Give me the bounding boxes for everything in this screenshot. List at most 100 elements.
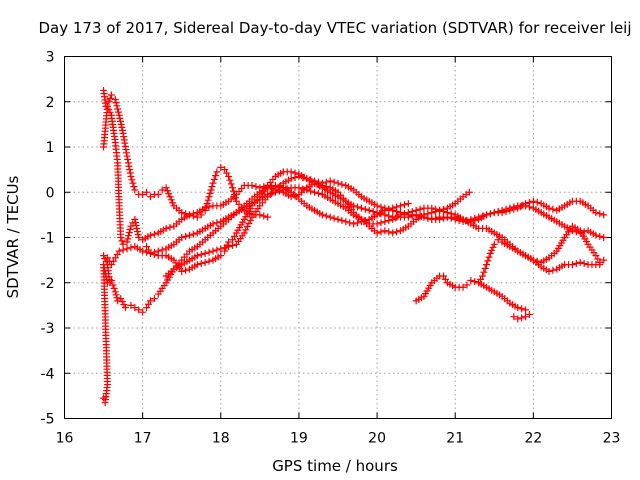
x-tick-label: 20 <box>368 431 386 447</box>
data-point <box>412 211 420 219</box>
data-point <box>420 213 428 221</box>
data-point <box>318 179 326 187</box>
data-point <box>268 189 276 197</box>
data-point <box>268 183 276 191</box>
data-point <box>334 179 342 187</box>
data-point <box>133 224 141 232</box>
data-point <box>479 272 487 280</box>
data-point <box>463 217 471 225</box>
data-point <box>146 231 154 239</box>
data-point <box>299 174 307 182</box>
data-point <box>126 169 134 177</box>
series-track-1 <box>100 86 272 221</box>
data-point <box>204 196 212 204</box>
data-point <box>110 284 118 292</box>
data-point <box>459 218 467 226</box>
data-point <box>113 294 121 302</box>
data-point <box>139 191 147 199</box>
data-point <box>580 260 588 268</box>
data-point <box>576 258 584 266</box>
data-point <box>231 194 239 202</box>
data-point <box>365 206 373 214</box>
data-point <box>299 185 307 193</box>
data-point <box>256 211 264 219</box>
data-point <box>125 232 133 240</box>
data-point <box>201 204 209 212</box>
y-tick-label: 2 <box>46 95 55 111</box>
data-point <box>209 220 217 228</box>
data-point <box>139 308 147 316</box>
data-point <box>533 198 541 206</box>
data-point <box>432 214 440 222</box>
data-point <box>522 202 530 210</box>
data-point <box>205 203 213 211</box>
data-point <box>522 306 530 314</box>
data-point <box>334 215 342 223</box>
data-point <box>226 176 234 184</box>
data-point <box>424 214 432 222</box>
data-point <box>490 240 498 248</box>
data-point <box>213 219 221 227</box>
data-point <box>311 188 319 196</box>
data-point <box>488 246 496 254</box>
data-point <box>484 257 492 265</box>
data-point <box>193 252 201 260</box>
data-point <box>485 253 493 261</box>
data-point <box>525 203 533 211</box>
data-point <box>118 237 126 245</box>
data-point <box>481 264 489 272</box>
data-point <box>393 228 401 236</box>
data-point <box>283 185 291 193</box>
data-point <box>303 175 311 183</box>
data-point <box>314 189 322 197</box>
data-point <box>397 202 405 210</box>
series-track-8 <box>412 272 533 323</box>
plot-frame <box>64 56 612 419</box>
data-point <box>114 105 122 113</box>
data-point <box>120 301 128 309</box>
data-point <box>432 205 440 213</box>
data-point <box>600 211 608 219</box>
data-point <box>465 188 473 196</box>
data-point <box>114 108 122 116</box>
data-point <box>109 281 117 289</box>
data-point <box>529 197 537 205</box>
data-point <box>471 214 479 222</box>
data-point <box>111 95 119 103</box>
data-point <box>287 168 295 176</box>
data-point <box>307 187 315 195</box>
data-point <box>428 215 436 223</box>
data-point <box>127 172 135 180</box>
data-point <box>163 187 171 195</box>
data-point <box>128 176 136 184</box>
data-point <box>447 214 455 222</box>
data-point <box>381 218 389 226</box>
data-point <box>101 267 109 275</box>
data-point <box>361 205 369 213</box>
data-point <box>205 257 213 265</box>
data-point <box>326 213 334 221</box>
data-point <box>100 264 108 272</box>
data-point <box>102 270 110 278</box>
data-point <box>439 205 447 213</box>
data-point <box>119 246 127 254</box>
data-point <box>381 227 389 235</box>
data-point <box>103 276 111 284</box>
data-point <box>467 215 475 223</box>
data-point <box>117 117 125 125</box>
data-point <box>125 229 133 237</box>
data-point <box>166 223 174 231</box>
data-point <box>397 209 405 217</box>
data-point <box>600 256 608 264</box>
x-tick-label: 23 <box>603 431 621 447</box>
data-point <box>514 315 522 323</box>
data-point <box>100 252 108 260</box>
data-point <box>525 310 533 318</box>
data-point <box>479 212 487 220</box>
data-point <box>373 229 381 237</box>
data-point <box>217 245 225 253</box>
data-point <box>482 261 490 269</box>
data-point <box>482 211 490 219</box>
data-point <box>354 219 362 227</box>
